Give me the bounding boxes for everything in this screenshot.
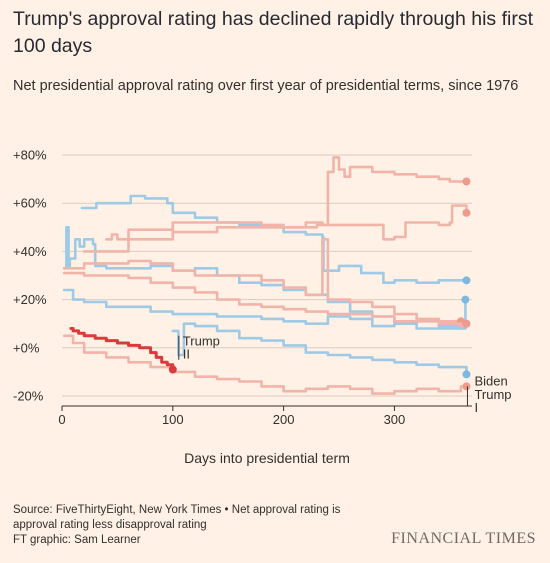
series-end-marker-republican xyxy=(462,319,471,328)
series-end-marker-trump-i xyxy=(462,382,471,391)
series-line-republican xyxy=(105,204,468,241)
brand-logo: FINANCIAL TIMES xyxy=(391,530,536,547)
series-label-trump-ii: Trump II xyxy=(183,333,220,361)
series-line-republican xyxy=(62,271,468,328)
x-tick-label: 0 xyxy=(58,412,65,427)
chart-subtitle: Net presidential approval rating over fi… xyxy=(13,78,519,94)
x-tick-label: 100 xyxy=(162,412,184,427)
series-end-marker-democrat xyxy=(462,276,471,285)
x-tick-label: 300 xyxy=(384,412,406,427)
y-tick-label: +80% xyxy=(13,148,47,163)
series-end-marker-biden xyxy=(462,370,471,379)
y-tick-label: -20% xyxy=(13,389,44,404)
series-line-democrat xyxy=(62,288,468,330)
y-tick-label: +0% xyxy=(13,340,40,355)
series-line-trump-i xyxy=(62,334,468,395)
series-line-republican xyxy=(82,156,468,253)
series-end-marker-trump-ii xyxy=(168,365,177,374)
chart-footer: Source: FiveThirtyEight, New York Times … xyxy=(13,503,373,548)
chart-title: Trump's approval rating has declined rap… xyxy=(13,8,534,57)
y-tick-label: +40% xyxy=(13,244,47,259)
source-note: Source: FiveThirtyEight, New York Times … xyxy=(13,504,341,531)
series-label-biden: Biden xyxy=(474,373,507,388)
x-axis-label: Days into presidential term xyxy=(184,450,350,466)
series-label-trump-i: Trump I xyxy=(474,387,511,415)
graphic-credit: FT graphic: Sam Learner xyxy=(13,534,141,546)
y-tick-label: +20% xyxy=(13,292,47,307)
series-line-republican xyxy=(62,238,463,323)
series-end-marker-republican xyxy=(462,208,471,217)
x-tick-label: 200 xyxy=(273,412,295,427)
series-line-biden xyxy=(171,322,468,376)
series-end-marker-republican xyxy=(462,177,471,186)
y-tick-label: +60% xyxy=(13,196,47,211)
series-end-marker-democrat xyxy=(461,295,470,304)
series-line-trump-ii xyxy=(69,327,175,371)
